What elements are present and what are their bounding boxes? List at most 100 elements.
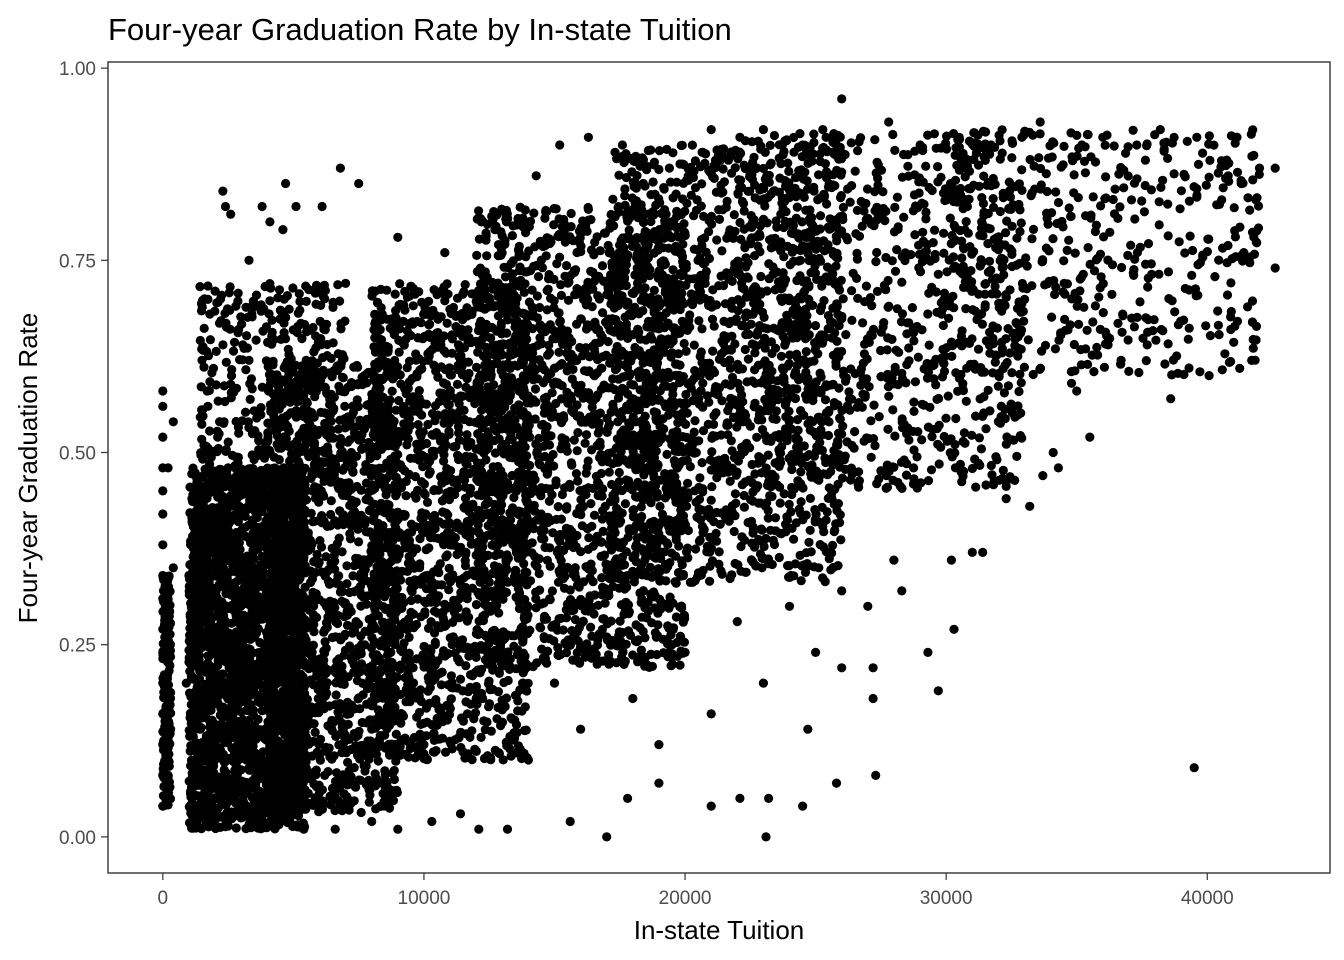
data-point [408, 301, 418, 311]
data-point [258, 747, 268, 757]
data-point [185, 560, 195, 570]
data-point [253, 696, 263, 706]
data-point [456, 713, 467, 723]
data-point [439, 456, 449, 466]
data-point [336, 803, 346, 813]
data-point [307, 574, 318, 584]
data-point [191, 686, 201, 697]
data-point [243, 739, 253, 749]
data-point [493, 687, 503, 697]
data-point [313, 707, 323, 718]
data-point [367, 452, 377, 462]
data-point [297, 517, 307, 527]
data-point [429, 360, 439, 370]
data-point [235, 544, 245, 555]
data-point [222, 686, 232, 696]
data-point [255, 594, 265, 604]
data-point [496, 721, 506, 731]
data-point [253, 537, 264, 547]
data-point [236, 655, 246, 665]
data-point [322, 678, 332, 688]
data-point [198, 569, 208, 579]
data-point [348, 401, 358, 411]
data-point [386, 618, 396, 628]
data-point [356, 647, 366, 657]
data-point [414, 393, 424, 403]
data-point [219, 624, 229, 634]
data-point [242, 695, 252, 705]
data-point [222, 574, 232, 584]
data-point [463, 687, 473, 697]
data-point [224, 556, 234, 566]
data-point [337, 587, 347, 597]
data-point [230, 497, 240, 507]
data-point [334, 533, 344, 543]
data-point [476, 732, 486, 743]
data-point [186, 741, 196, 751]
data-point [346, 799, 356, 809]
data-point [246, 601, 256, 611]
data-point [356, 740, 366, 751]
data-point [280, 815, 291, 825]
data-point [381, 604, 391, 615]
data-point [262, 823, 272, 833]
data-point [457, 635, 468, 645]
data-point [203, 610, 213, 620]
data-point [307, 647, 317, 657]
data-point [159, 640, 169, 650]
data-point [308, 800, 318, 811]
data-point [213, 656, 223, 666]
data-point [375, 340, 385, 350]
data-point [336, 729, 346, 739]
data-point [380, 477, 390, 487]
data-point [439, 418, 449, 428]
data-point [446, 466, 456, 476]
data-point [405, 453, 416, 463]
data-point [215, 753, 225, 763]
data-point [241, 801, 251, 811]
data-point [333, 778, 343, 789]
data-point [414, 691, 424, 701]
data-point [244, 715, 254, 726]
data-point [390, 441, 400, 452]
data-points [158, 94, 1280, 842]
data-point [257, 561, 267, 571]
data-point [187, 772, 197, 782]
data-point [223, 503, 233, 513]
data-point [235, 728, 245, 738]
data-point [392, 672, 402, 682]
data-point [263, 582, 273, 593]
data-point [370, 547, 380, 557]
data-point [251, 780, 261, 790]
data-point [162, 670, 173, 680]
data-point [231, 823, 241, 833]
data-point [265, 601, 275, 611]
data-point [209, 719, 219, 729]
data-point [274, 788, 284, 798]
data-point [211, 671, 221, 681]
data-point [291, 667, 301, 677]
data-point [419, 479, 429, 489]
data-point [288, 521, 298, 531]
data-point [390, 289, 400, 299]
data-point [378, 693, 388, 703]
data-point [303, 528, 313, 538]
data-point [264, 526, 274, 536]
data-point [334, 632, 345, 642]
data-point [423, 623, 434, 634]
data-point [298, 632, 308, 642]
data-point [221, 522, 231, 532]
data-point [215, 822, 225, 832]
data-point [161, 750, 171, 760]
data-point [402, 363, 412, 373]
data-point [239, 509, 249, 519]
data-point [229, 750, 239, 760]
data-point [268, 795, 278, 805]
data-point [387, 386, 397, 396]
data-point [287, 782, 297, 792]
data-point [395, 279, 405, 289]
data-point [159, 690, 170, 700]
data-point [301, 623, 311, 633]
data-point [306, 508, 316, 518]
